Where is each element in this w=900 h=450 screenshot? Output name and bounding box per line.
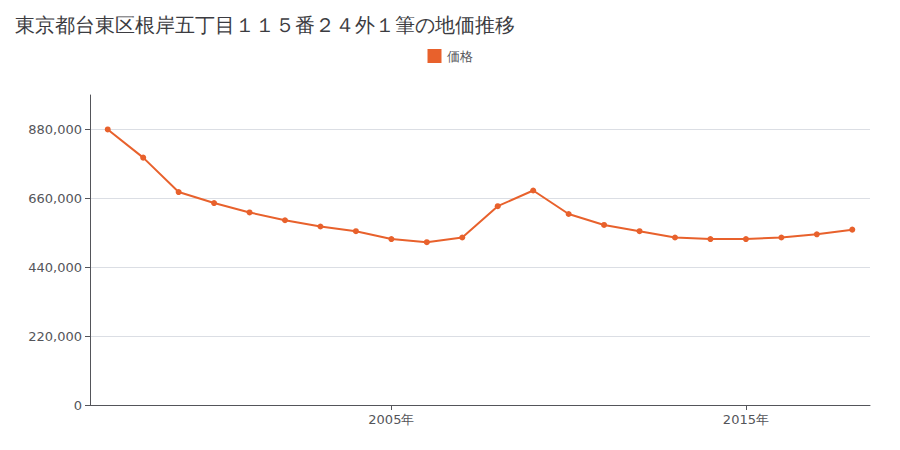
- svg-text:880,000: 880,000: [28, 122, 82, 137]
- svg-text:東京都台東区根岸五丁目１１５番２４外１筆の地価推移: 東京都台東区根岸五丁目１１５番２４外１筆の地価推移: [15, 13, 515, 37]
- svg-text:2005年: 2005年: [368, 412, 414, 427]
- svg-text:440,000: 440,000: [28, 260, 82, 275]
- svg-text:660,000: 660,000: [28, 191, 82, 206]
- svg-text:価格: 価格: [447, 49, 473, 64]
- svg-text:220,000: 220,000: [28, 329, 82, 344]
- svg-text:2015年: 2015年: [723, 412, 769, 427]
- svg-text:0: 0: [74, 398, 82, 413]
